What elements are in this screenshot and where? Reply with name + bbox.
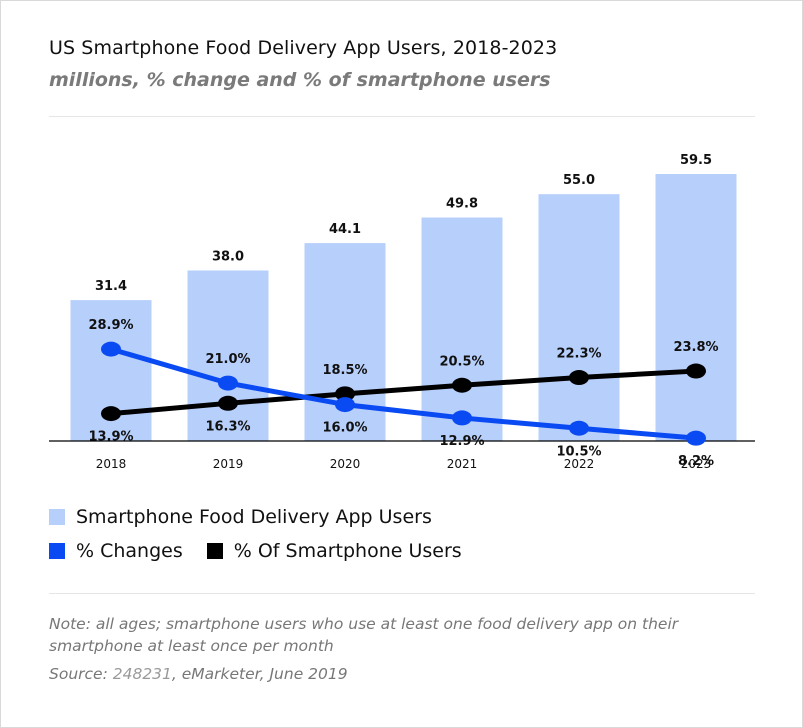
change-line (108, 346, 699, 441)
chart-subtitle: millions, % change and % of smartphone u… (49, 69, 551, 91)
share-point-2019 (218, 395, 238, 411)
share-label-2022: 22.3% (556, 347, 601, 362)
change-point-2020 (335, 397, 355, 413)
share-label-2021: 20.5% (439, 354, 484, 369)
bar-value-label-2020: 44.1 (329, 222, 361, 237)
share-label-2020: 18.5% (322, 363, 367, 378)
share-point-2022 (569, 370, 589, 386)
legend-label-bars: Smartphone Food Delivery App Users (76, 506, 432, 528)
legend-item-bars: Smartphone Food Delivery App Users (49, 506, 432, 528)
bar-2022 (538, 194, 620, 441)
bar-value-label-2023: 59.5 (680, 153, 712, 168)
legend-label-change: % Changes (76, 540, 183, 562)
x-tick-label-2018: 2018 (96, 457, 127, 471)
share-point-2020 (335, 386, 355, 402)
bar-value-label-2019: 38.0 (212, 249, 244, 264)
legend-swatch-share (206, 543, 223, 559)
share-label-2018: 13.9% (88, 430, 133, 445)
legend-label-share: % Of Smartphone Users (233, 540, 462, 562)
change-label-2019: 21.0% (205, 352, 250, 367)
change-point-2019 (218, 375, 238, 391)
chart-title: US Smartphone Food Delivery App Users, 2… (49, 37, 558, 59)
legend-item-share: % Of Smartphone Users (206, 540, 462, 562)
source-prefix: Source: (49, 665, 113, 683)
bar-value-label-2021: 49.8 (446, 197, 478, 212)
bottom-divider (49, 593, 755, 594)
change-point-2021 (452, 410, 472, 426)
footnote: Note: all ages; smartphone users who use… (49, 615, 679, 655)
change-label-2023: 8.2% (678, 454, 714, 469)
source-line: Source: 248231, eMarketer, June 2019 (49, 665, 348, 683)
change-label-2020: 16.0% (322, 421, 367, 436)
change-point-2022 (569, 420, 589, 436)
legend-item-change: % Changes (49, 540, 183, 562)
legend-swatch-bars (49, 509, 65, 525)
top-divider (49, 116, 755, 117)
share-point-2018 (101, 406, 121, 422)
share-point-2023 (686, 363, 706, 379)
share-point-2021 (452, 377, 472, 393)
change-label-2018: 28.9% (88, 318, 133, 333)
legend-swatch-change (49, 543, 65, 559)
share-line (108, 368, 699, 417)
change-label-2022: 10.5% (556, 444, 601, 459)
bar-value-label-2018: 31.4 (95, 279, 127, 294)
bar-2023 (655, 174, 737, 441)
source-id: 248231 (112, 665, 172, 683)
share-label-2023: 23.8% (673, 340, 718, 355)
share-label-2019: 16.3% (205, 419, 250, 434)
change-point-2023 (686, 430, 706, 446)
x-tick-label-2019: 2019 (213, 457, 244, 471)
x-tick-label-2020: 2020 (330, 457, 361, 471)
x-tick-label-2021: 2021 (447, 457, 478, 471)
change-label-2021: 12.9% (439, 434, 484, 449)
bar-2021 (421, 217, 503, 441)
bar-value-label-2022: 55.0 (563, 173, 595, 188)
x-tick-label-2023: 2023 (681, 457, 712, 471)
x-tick-label-2022: 2022 (564, 457, 595, 471)
combo-chart: 31.4 38.0 44.1 49.8 55.0 59.5 2018 2019 2020 2021… (49, 153, 755, 471)
bar-2019 (187, 270, 269, 441)
legend-row-1: Smartphone Food Delivery App Users (49, 506, 456, 528)
change-point-2018 (101, 341, 121, 357)
legend-row-2: % Changes % Of Smartphone Users (49, 540, 486, 562)
source-rest: , eMarketer, June 2019 (171, 665, 348, 683)
